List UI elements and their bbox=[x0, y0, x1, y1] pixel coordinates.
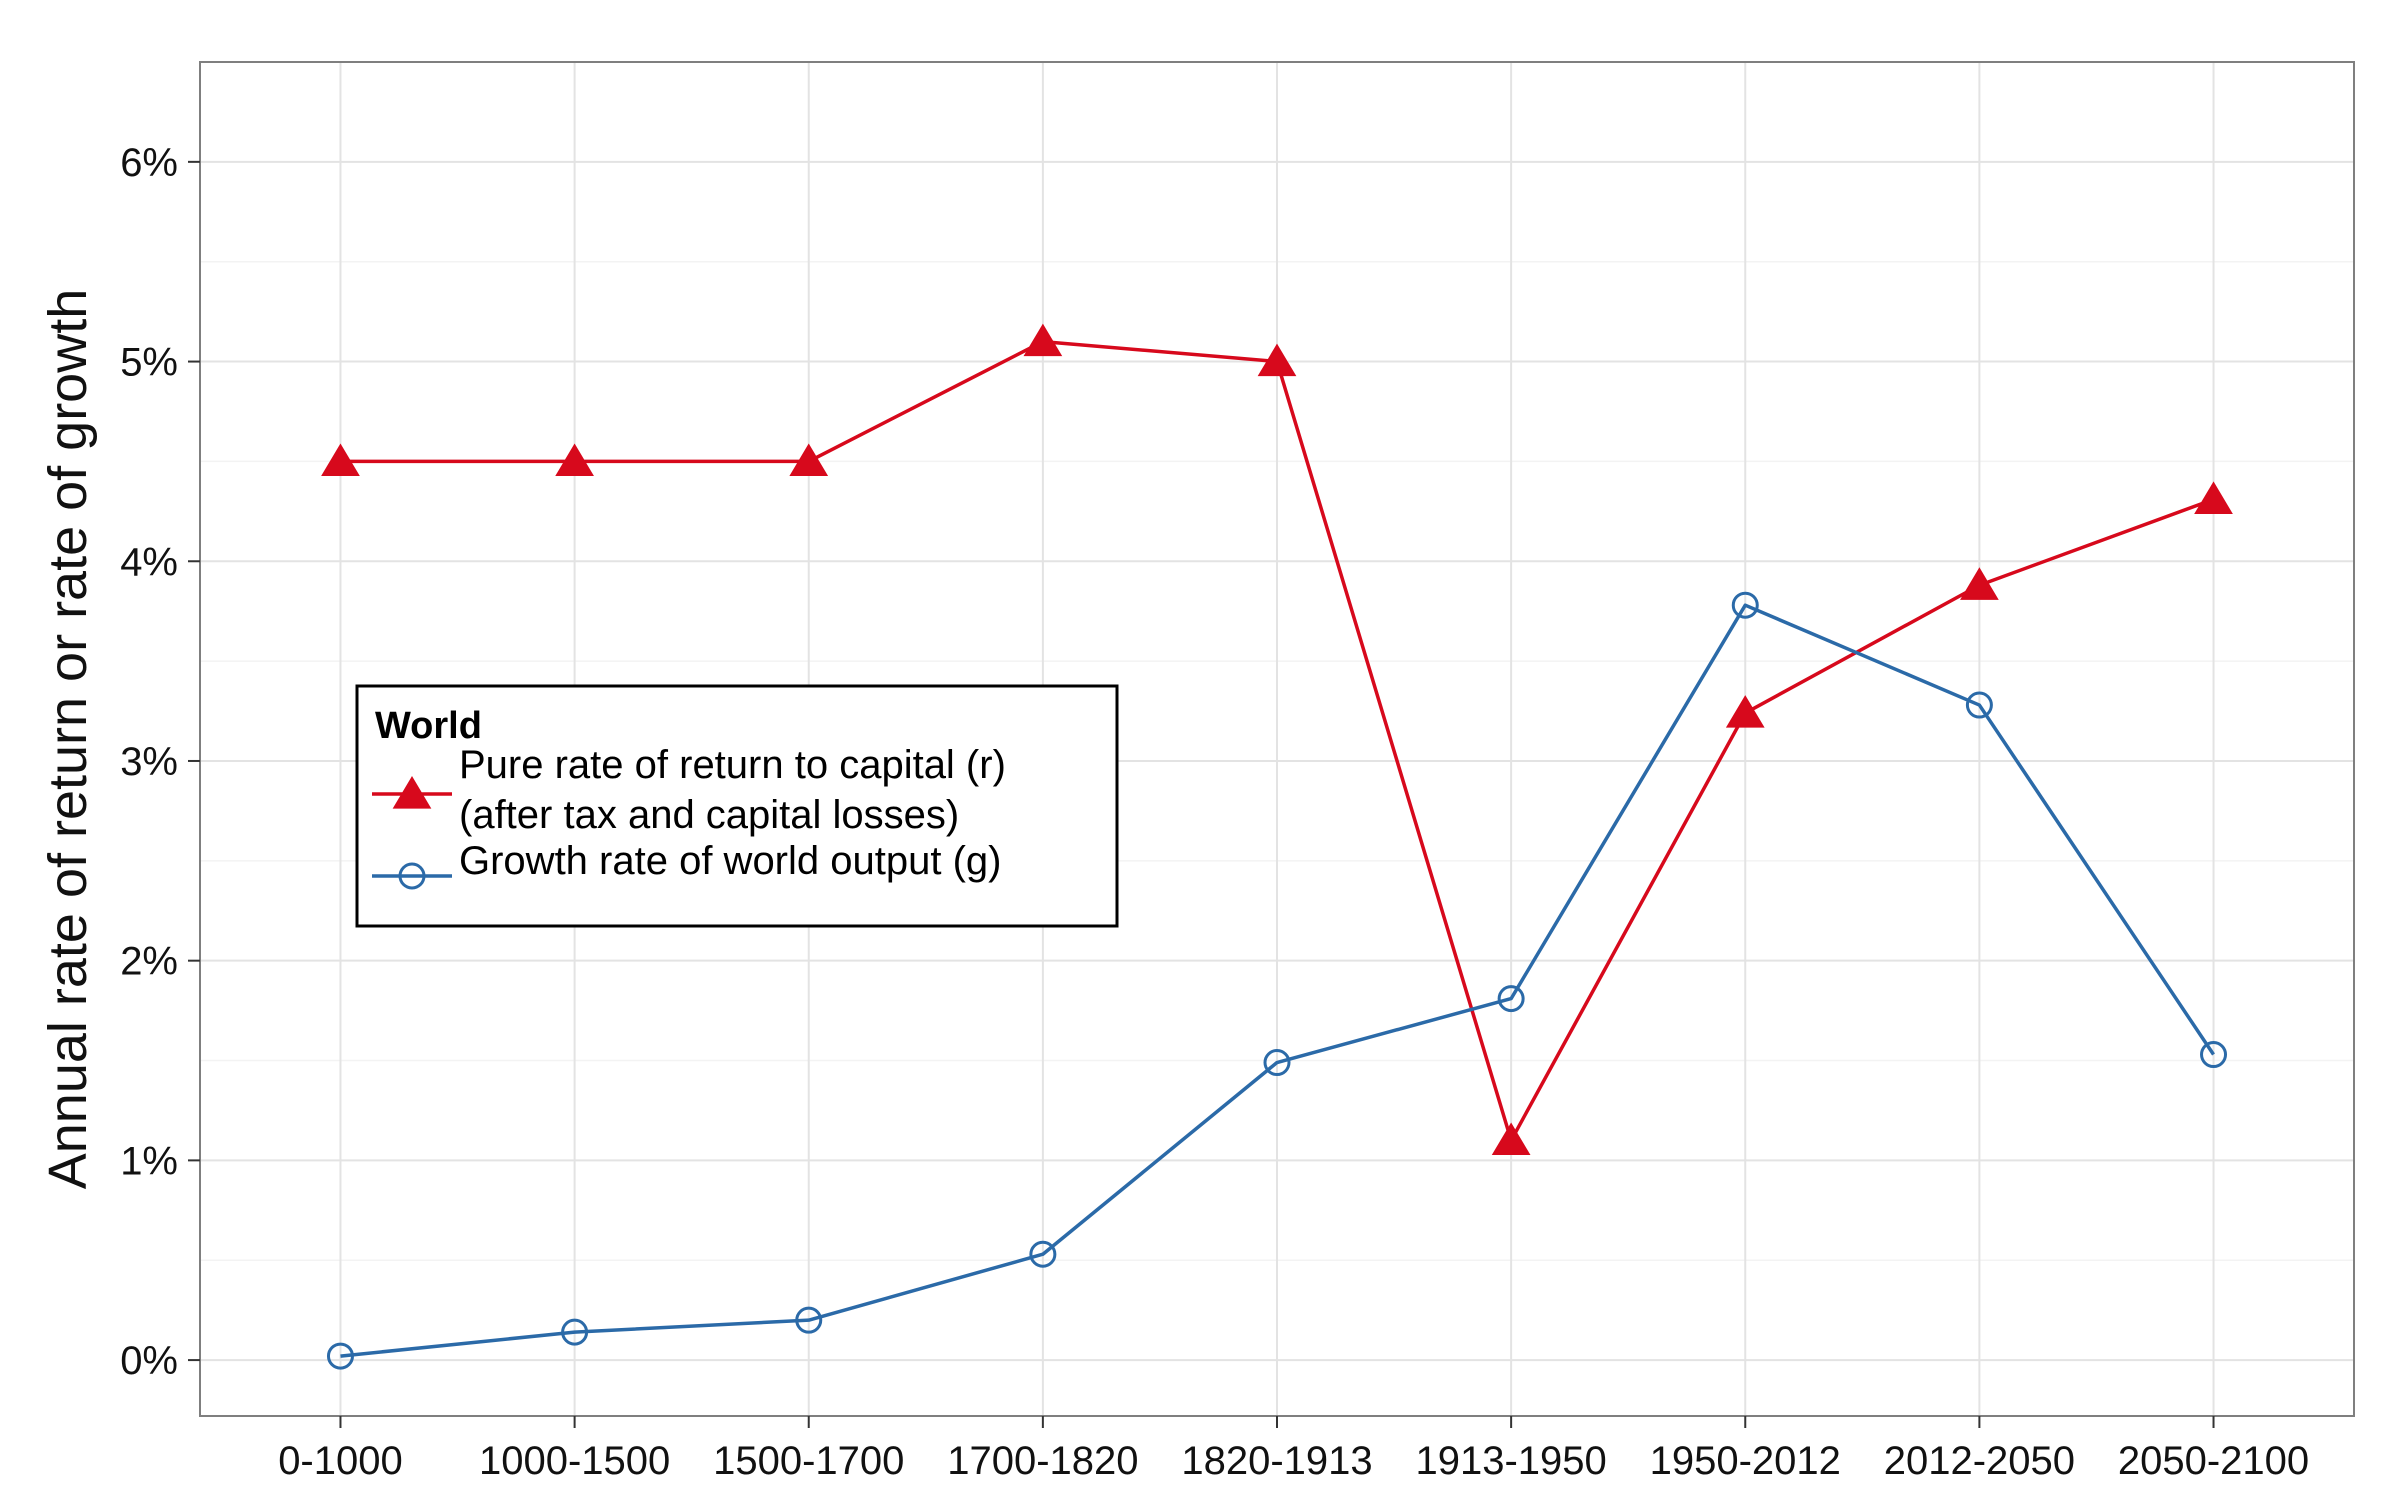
data-point bbox=[1965, 691, 1993, 719]
x-tick-label: 1700-1820 bbox=[947, 1439, 1138, 1483]
legend-title: World bbox=[375, 705, 482, 747]
data-point bbox=[1257, 343, 1297, 377]
data-point bbox=[321, 443, 360, 477]
data-point bbox=[1497, 985, 1525, 1013]
series-0 bbox=[321, 323, 2233, 1156]
legend-key-marker bbox=[392, 776, 432, 809]
data-point bbox=[795, 1306, 823, 1334]
x-tick-label: 1000-1500 bbox=[479, 1439, 670, 1483]
data-point bbox=[1029, 1240, 1057, 1268]
data-point bbox=[789, 443, 829, 477]
data-point bbox=[1725, 695, 1765, 728]
data-point bbox=[1263, 1049, 1291, 1077]
x-tick-label: 2050-2100 bbox=[2118, 1439, 2309, 1483]
y-tick-label: 0% bbox=[120, 1339, 178, 1383]
x-tick-label: 1500-1700 bbox=[713, 1439, 904, 1483]
x-tick-label: 0-1000 bbox=[278, 1439, 403, 1483]
y-axis-title: Annual rate of return or rate of growth bbox=[38, 289, 98, 1190]
legend-label: (after tax and capital losses) bbox=[459, 793, 959, 837]
x-tick-label: 2012-2050 bbox=[1884, 1439, 2075, 1483]
data-point bbox=[1731, 591, 1759, 619]
x-tick-label: 1950-2012 bbox=[1650, 1439, 1841, 1483]
data-point bbox=[2194, 481, 2233, 514]
series-1 bbox=[326, 591, 2228, 1370]
y-tick-label: 4% bbox=[120, 540, 178, 584]
data-point bbox=[1023, 323, 1063, 357]
legend-box bbox=[355, 684, 1119, 928]
series-line bbox=[340, 603, 2215, 1358]
x-tick-label: 1913-1950 bbox=[1415, 1439, 1606, 1483]
x-axis: 0-1000 1000-1500 1500-1700 1700-1820 1820-19… bbox=[278, 1416, 2309, 1483]
y-tick-label: 5% bbox=[120, 341, 178, 385]
x-tick-label: 1820-1913 bbox=[1181, 1439, 1372, 1483]
data-point bbox=[555, 443, 594, 477]
data-point bbox=[2200, 1041, 2228, 1069]
legend-label: Growth rate of world output (g) bbox=[459, 839, 1001, 883]
data-point bbox=[561, 1318, 589, 1346]
y-axis: 0% 1% 2% 3% 4% 5% 6% bbox=[120, 141, 200, 1383]
data-point bbox=[326, 1342, 354, 1370]
legend-label: Pure rate of return to capital (r) bbox=[459, 743, 1006, 787]
legend-key-marker bbox=[398, 862, 426, 890]
y-tick-label: 2% bbox=[120, 940, 178, 984]
y-tick-label: 1% bbox=[120, 1139, 178, 1183]
data-point bbox=[1960, 567, 1999, 600]
data-point bbox=[1491, 1122, 1531, 1156]
y-tick-label: 6% bbox=[120, 141, 178, 185]
y-tick-label: 3% bbox=[120, 740, 178, 784]
series-layer bbox=[321, 323, 2233, 1370]
